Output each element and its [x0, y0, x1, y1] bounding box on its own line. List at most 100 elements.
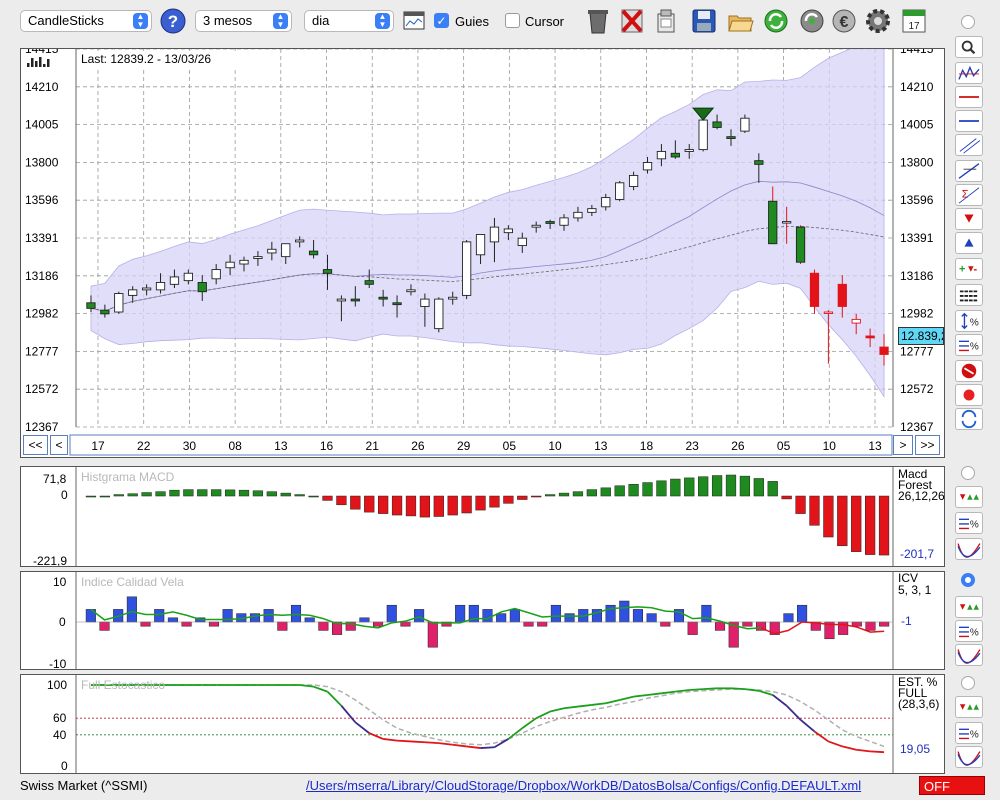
candle-body	[628, 174, 639, 187]
oscillator-icon[interactable]	[955, 538, 983, 560]
guides-label: Guies	[455, 14, 489, 29]
candle-body	[267, 248, 277, 254]
record-icon[interactable]	[955, 384, 983, 406]
y-tick-label-right: 14415	[900, 49, 934, 56]
bars-glyph-icon	[35, 61, 38, 67]
candle-body	[281, 243, 291, 258]
panel-radio-stoch[interactable]	[961, 676, 975, 690]
chart-type-select[interactable]: CandleSticks ▲ ▼	[20, 10, 152, 32]
macd-bar	[378, 495, 389, 514]
save-icon[interactable]	[690, 6, 718, 36]
candle-body	[573, 211, 583, 219]
price-chart-panel: 14415 14415 14210 14210 14005 14005 13800 13800…	[20, 33, 945, 458]
macd-bar	[586, 489, 597, 497]
period-value: 3 mesos	[203, 13, 253, 28]
oscillator-icon[interactable]	[955, 644, 983, 666]
lines-percent-icon[interactable]: %	[955, 334, 983, 356]
state-badge[interactable]: OFF	[919, 776, 985, 795]
chart-type-value: CandleSticks	[28, 13, 104, 28]
trendline-icon[interactable]	[955, 160, 983, 182]
price-chart[interactable]: 14415 14415 14210 14210 14005 14005 13800 13800…	[21, 33, 944, 457]
candle-body	[865, 335, 875, 339]
lines-percent-icon[interactable]: %	[955, 620, 983, 642]
nav-prev-button[interactable]: <	[50, 435, 68, 455]
macd-bar	[878, 495, 890, 556]
up-down-arrows-icon[interactable]	[955, 596, 983, 618]
refresh-icon[interactable]	[762, 6, 790, 36]
date-tick-label: 05	[777, 439, 791, 453]
macd-bar	[503, 495, 514, 504]
macd-bar	[684, 477, 695, 497]
zoom-icon[interactable]	[955, 36, 983, 58]
euro-icon[interactable]: €	[830, 6, 858, 36]
lines-percent-icon[interactable]: %	[955, 722, 983, 744]
panel-radio-icv[interactable]	[961, 573, 975, 587]
macd-bar	[544, 494, 556, 497]
stoch-k-segment	[368, 732, 384, 740]
stoch-k-segment	[549, 707, 565, 713]
nav-next-button[interactable]: >	[893, 435, 913, 455]
candle-body	[768, 200, 778, 245]
screen-icon[interactable]	[403, 11, 425, 31]
open-folder-icon[interactable]	[726, 6, 754, 36]
icv-bar	[359, 617, 370, 623]
stoch-k-segment	[340, 705, 357, 723]
icv-bar	[482, 609, 493, 623]
up-down-arrows-icon[interactable]	[955, 486, 983, 508]
lines-percent-icon[interactable]: %	[955, 512, 983, 534]
arrow-down-red-icon[interactable]	[955, 208, 983, 230]
oscillator-icon[interactable]	[955, 746, 983, 768]
panel-radio-macd[interactable]	[961, 466, 975, 480]
trash-icon[interactable]	[584, 6, 612, 36]
svg-text:€: €	[840, 14, 849, 31]
last-label-bg	[80, 51, 280, 67]
macd-bar	[391, 495, 403, 516]
icv-signal-line	[90, 606, 762, 630]
stoch-k-segment	[521, 717, 537, 729]
delete-icon[interactable]	[618, 6, 646, 36]
config-path-link[interactable]: /Users/mserra/Library/CloudStorage/Dropb…	[306, 778, 862, 793]
candle-body	[128, 289, 138, 296]
guides-checkbox[interactable]: ✓	[434, 13, 449, 28]
macd-bar	[238, 489, 250, 497]
list-icon[interactable]	[955, 284, 983, 306]
sync-icon[interactable]	[798, 6, 826, 36]
add-remove-icon[interactable]: + -	[955, 258, 983, 280]
period-select[interactable]: 3 mesos ▲ ▼	[195, 10, 292, 32]
help-icon[interactable]: ?	[160, 8, 186, 34]
calendar-icon[interactable]: 17	[900, 6, 928, 36]
macd-bar	[433, 495, 444, 517]
stoch-d-line	[90, 684, 885, 748]
icv-bar	[564, 613, 575, 623]
candle-body	[615, 182, 625, 200]
hline-blue-icon[interactable]	[955, 110, 983, 132]
icv-bar	[154, 609, 165, 623]
panel-radio-0[interactable]	[961, 15, 975, 29]
stop-icon[interactable]	[955, 360, 983, 382]
up-down-arrows-icon[interactable]	[955, 696, 983, 718]
cup-icon[interactable]	[652, 6, 680, 36]
hline-red-icon[interactable]	[955, 86, 983, 108]
candle-body	[406, 289, 416, 293]
macd-bar	[364, 495, 375, 513]
candle-body	[656, 150, 667, 160]
icv-bar	[687, 621, 698, 635]
arrow-up-blue-icon[interactable]	[955, 232, 983, 254]
stoch-chart[interactable]: Full Estocastico 100 60 40 0 EST. %FULL(28,3,…	[21, 675, 944, 773]
gear-icon[interactable]	[864, 6, 892, 36]
stoch-k-segment	[619, 695, 634, 701]
scale-percent-icon[interactable]: %	[955, 310, 983, 332]
nav-last-button[interactable]: >>	[915, 435, 940, 455]
nav-first-button[interactable]: <<	[23, 435, 48, 455]
candle-body	[837, 283, 847, 307]
interval-select[interactable]: dia ▲ ▼	[304, 10, 394, 32]
indicator-icon[interactable]	[955, 62, 983, 84]
channel-icon[interactable]	[955, 134, 983, 156]
swap-icon[interactable]	[955, 408, 983, 430]
cursor-checkbox[interactable]	[505, 13, 520, 28]
y-tick-label-right: 14005	[900, 118, 934, 132]
macd-chart[interactable]: Histgrama MACD 71,8 0 -221,9 MacdForest26,12…	[21, 467, 945, 568]
fibonacci-icon[interactable]: Σ	[955, 184, 983, 206]
macd-bar	[475, 495, 486, 511]
